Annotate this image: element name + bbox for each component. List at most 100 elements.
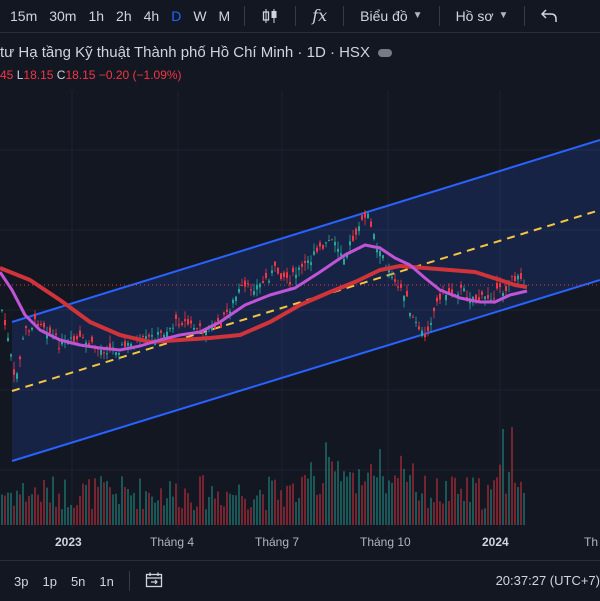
candle-body — [493, 298, 495, 300]
candle-body — [178, 324, 180, 326]
candle-body — [157, 332, 159, 335]
volume-bar — [100, 476, 102, 525]
candle-body — [217, 318, 219, 321]
compare-range-button[interactable] — [138, 572, 170, 591]
range-1n-button[interactable]: 1n — [99, 573, 114, 589]
timeframe-2h-button[interactable]: 2h — [116, 8, 132, 24]
candle-body — [394, 279, 396, 282]
candle-body — [415, 322, 417, 323]
clock-timezone-button[interactable]: 20:37:27 (UTC+7) — [495, 573, 600, 588]
candle-body — [229, 311, 231, 314]
legend-toggle-icon[interactable] — [377, 49, 392, 58]
volume-bar — [211, 486, 213, 525]
candle-body — [337, 248, 339, 252]
chevron-down-icon: ▼ — [412, 10, 423, 21]
candle-body — [88, 343, 90, 346]
volume-bar — [157, 500, 159, 525]
range-3p-button[interactable]: 3p — [14, 573, 29, 589]
volume-bar — [133, 493, 135, 525]
timeframe-1h-button[interactable]: 1h — [88, 8, 105, 24]
price-chart[interactable] — [0, 90, 600, 530]
candle-body — [28, 330, 30, 332]
volume-bar — [205, 509, 207, 525]
candle-body — [235, 296, 237, 301]
timeframe-15m-button[interactable]: 15m — [10, 8, 38, 24]
candle-body — [295, 274, 297, 279]
volume-bar — [136, 509, 138, 525]
candle-body — [298, 267, 300, 270]
volume-bar — [223, 506, 225, 525]
candle-body — [43, 323, 45, 328]
volume-bar — [352, 472, 354, 525]
candle-body — [148, 334, 150, 337]
timeframe-w-button[interactable]: W — [193, 8, 207, 24]
candle-body — [121, 344, 123, 346]
volume-bar — [166, 498, 168, 525]
range-5n-button[interactable]: 5n — [70, 573, 86, 589]
chart-layout-button[interactable]: Biểu đồ ▼ — [352, 0, 430, 32]
indicators-button[interactable]: fx — [304, 0, 335, 32]
candle-body — [364, 211, 366, 218]
candle-body — [49, 327, 51, 333]
candle-body — [409, 313, 411, 317]
candle-body — [37, 323, 39, 326]
candle-body — [205, 332, 207, 335]
candle-body — [124, 341, 126, 347]
candle-body — [316, 247, 318, 252]
candle-body — [46, 333, 48, 339]
candle-body — [427, 326, 429, 332]
candle-body — [250, 289, 252, 291]
candle-body — [418, 326, 420, 330]
timeframe-30m-button[interactable]: 30m — [49, 8, 77, 24]
volume-bar — [502, 428, 504, 525]
candle-body — [184, 319, 186, 321]
candle-body — [292, 267, 294, 273]
volume-bar — [493, 480, 495, 525]
volume-bar — [202, 475, 204, 525]
volume-bar — [10, 492, 12, 525]
timeframe-m-button[interactable]: M — [218, 8, 231, 24]
candle-body — [280, 273, 282, 279]
volume-bar — [145, 491, 147, 525]
volume-bar — [406, 481, 408, 525]
volume-bar — [421, 493, 423, 525]
volume-bar — [274, 479, 276, 525]
range-1p-button[interactable]: 1p — [42, 573, 57, 589]
candle-body — [181, 323, 183, 325]
undo-button[interactable] — [533, 0, 565, 32]
calendar-range-icon — [145, 572, 163, 587]
volume-bar — [235, 495, 237, 525]
volume-bar — [277, 499, 279, 525]
candle-body — [175, 314, 177, 319]
candle-body — [103, 352, 105, 354]
volume-bar — [295, 502, 297, 525]
candle-body — [163, 334, 165, 338]
volume-bar — [91, 509, 93, 525]
candle-body — [256, 284, 258, 290]
volume-bar — [487, 484, 489, 525]
volume-bar — [151, 496, 153, 525]
candle-body — [169, 328, 171, 330]
volume-bar — [232, 494, 234, 525]
symbol-legend: tư Hạ tầng Kỹ thuật Thành phố Hồ Chí Min… — [0, 44, 392, 61]
volume-bar — [85, 484, 87, 525]
candles-chart-type-button[interactable] — [253, 0, 287, 32]
candle-body — [19, 356, 21, 360]
timeframe-4h-button[interactable]: 4h — [143, 8, 160, 24]
volume-bar — [19, 494, 21, 525]
timeframe-group: 15m 30m 1h 2h 4h D W M — [0, 0, 236, 32]
candle-body — [61, 340, 63, 345]
moving-average-long — [0, 264, 528, 344]
candle-body — [367, 213, 369, 219]
volume-bar — [430, 497, 432, 525]
candle-body — [211, 325, 213, 331]
candle-body — [445, 294, 447, 301]
volume-bar — [370, 464, 372, 525]
candle-body — [277, 267, 279, 274]
volume-bar — [25, 501, 27, 525]
moving-average-short — [0, 243, 528, 352]
volume-bar — [376, 477, 378, 525]
candle-body — [271, 270, 273, 274]
timeframe-d-button[interactable]: D — [171, 8, 182, 24]
profile-button[interactable]: Hồ sơ ▼ — [448, 0, 517, 32]
